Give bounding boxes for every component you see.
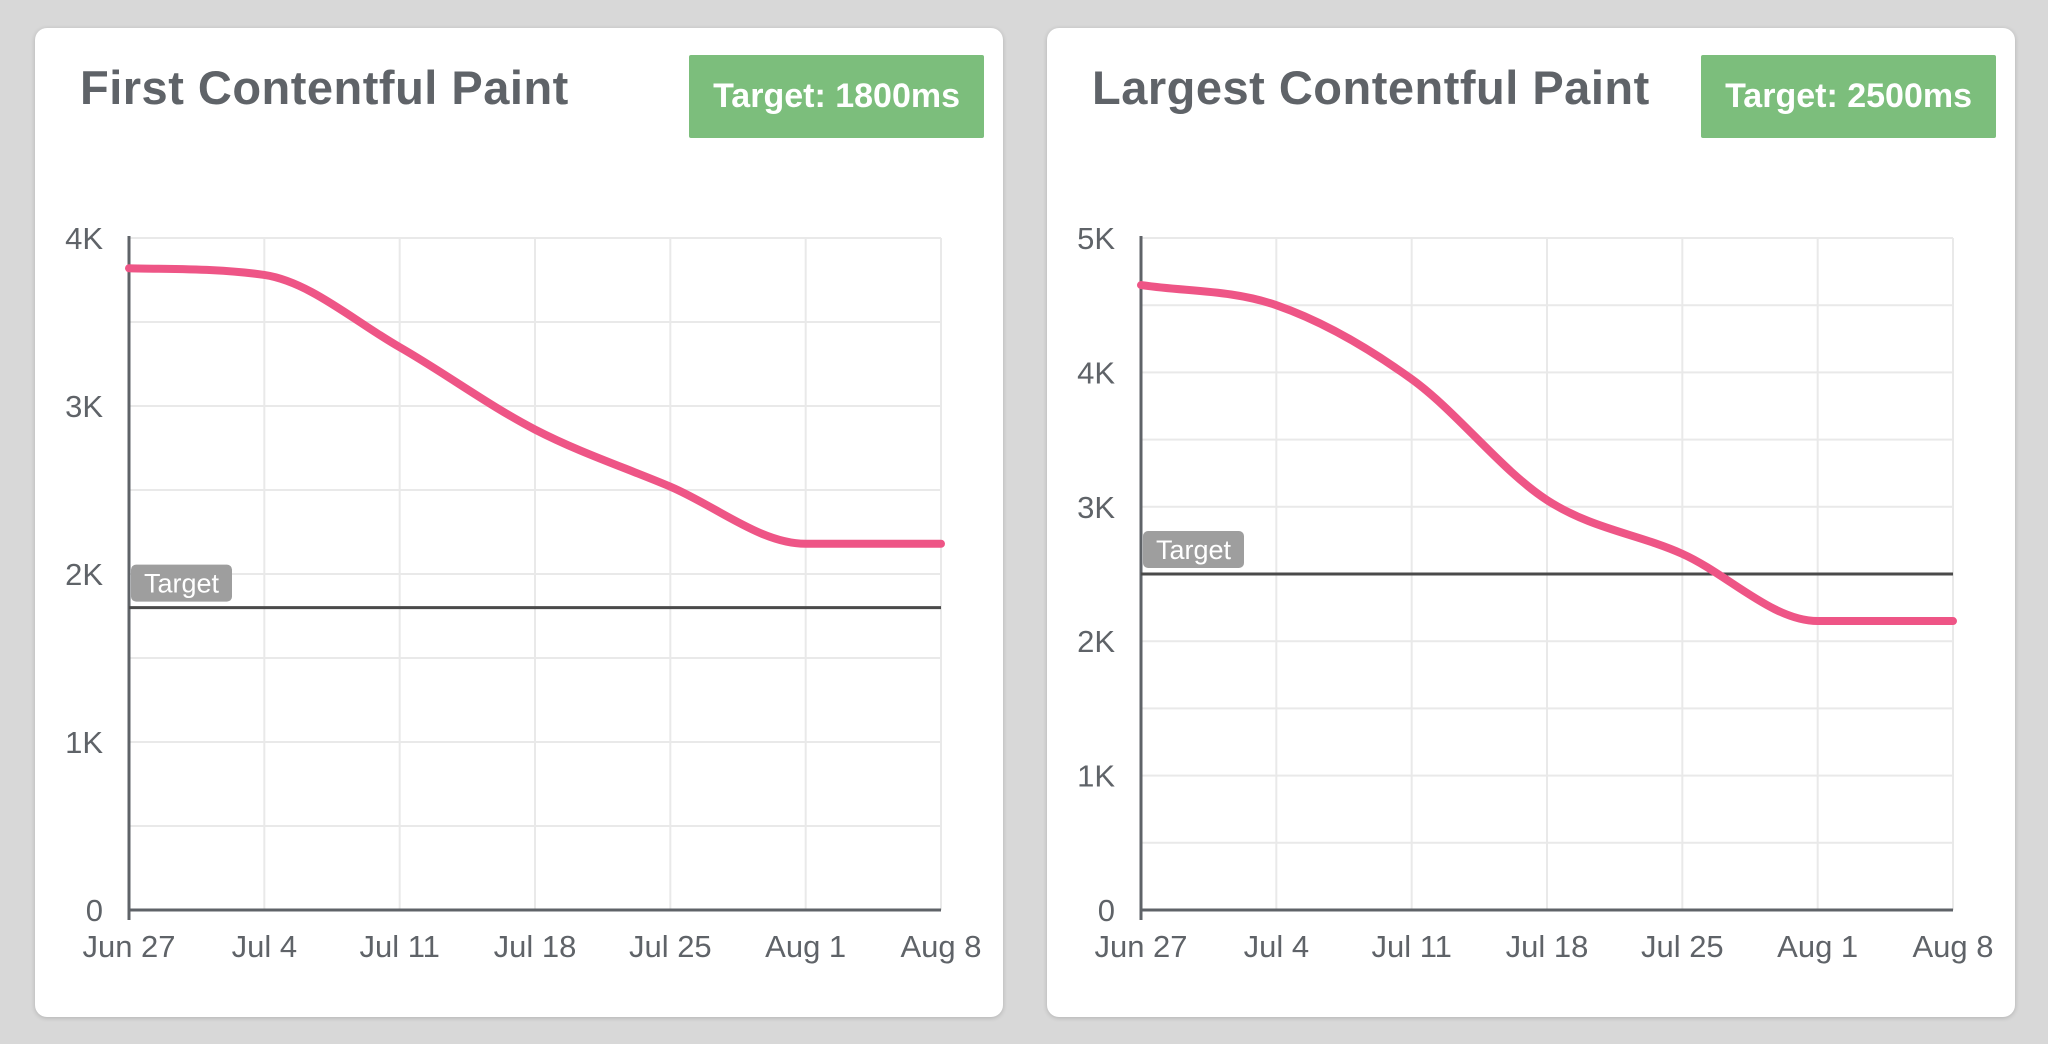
fcp-card: 0 1K 2K 3K 4K Jun 27 Jul 4 Jul 11 Jul 18 Jul 25 Au…	[35, 28, 1003, 1017]
x-tick-label: Jul 11	[359, 929, 439, 964]
y-tick-label: 5K	[1077, 221, 1115, 256]
x-tick-label: Aug 8	[900, 929, 981, 964]
y-tick-label: 1K	[65, 725, 103, 760]
chart-svg: 0 1K 2K 3K 4K Jun 27 Jul 4 Jul 11 Jul 18 Jul 25 Au…	[65, 221, 981, 964]
x-tick-label: Aug 1	[1777, 929, 1858, 964]
y-tick-label: 2K	[1077, 624, 1115, 659]
x-tick-label: Jul 4	[1244, 929, 1309, 964]
fcp-chart-title: First Contentful Paint	[80, 61, 569, 114]
y-tick-label: 0	[1098, 893, 1115, 928]
lcp-chart: 0 1K 2K 3K 4K 5K Jun 27 Jul 4 Jul 11 Jul 18 Jul 25…	[1047, 28, 2015, 1017]
x-tick-label: Jul 25	[1641, 929, 1724, 964]
y-tick-label: 1K	[1077, 759, 1115, 794]
lcp-card: 0 1K 2K 3K 4K 5K Jun 27 Jul 4 Jul 11 Jul 18 Jul 25…	[1047, 28, 2015, 1017]
fcp-chart: 0 1K 2K 3K 4K Jun 27 Jul 4 Jul 11 Jul 18 Jul 25 Au…	[35, 28, 1003, 1017]
y-tick-label: 3K	[65, 389, 103, 424]
target-chip-label: Target	[144, 569, 220, 599]
y-tick-label: 4K	[65, 221, 103, 256]
target-chip-label: Target	[1156, 535, 1232, 565]
fcp-target-badge: Target: 1800ms	[689, 55, 984, 138]
y-tick-label: 0	[86, 893, 103, 928]
x-tick-label: Jun 27	[82, 929, 175, 964]
x-tick-label: Jun 27	[1094, 929, 1187, 964]
lcp-target-badge: Target: 2500ms	[1701, 55, 1996, 138]
x-tick-label: Jul 18	[494, 929, 577, 964]
chart-svg: 0 1K 2K 3K 4K 5K Jun 27 Jul 4 Jul 11 Jul 18 Jul 25…	[1077, 221, 1993, 964]
lcp-chart-title: Largest Contentful Paint	[1092, 61, 1650, 114]
y-tick-label: 4K	[1077, 355, 1115, 390]
x-tick-label: Jul 25	[629, 929, 712, 964]
target-chip	[131, 564, 232, 602]
series-line	[125, 264, 945, 548]
x-tick-label: Aug 1	[765, 929, 846, 964]
x-tick-label: Jul 4	[232, 929, 297, 964]
x-tick-label: Jul 11	[1371, 929, 1451, 964]
target-chip	[1143, 531, 1244, 568]
x-tick-label: Aug 8	[1912, 929, 1993, 964]
y-tick-label: 3K	[1077, 490, 1115, 525]
x-tick-label: Jul 18	[1506, 929, 1589, 964]
series-line	[1137, 281, 1957, 626]
y-tick-label: 2K	[65, 557, 103, 592]
